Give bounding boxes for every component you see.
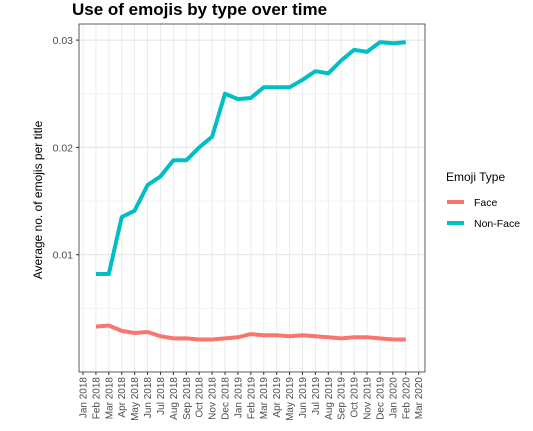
y-axis-title: Average no. of emojis per title	[31, 120, 45, 279]
x-tick-label: Mar 2018	[104, 377, 115, 420]
x-tick-label: Jun 2019	[298, 377, 309, 419]
x-tick-label: Mar 2019	[259, 377, 270, 420]
x-tick-label: Jan 2019	[233, 377, 244, 419]
plot-panel	[79, 24, 425, 372]
x-tick-label: Feb 2018	[91, 377, 102, 420]
x-tick-label: Jul 2019	[311, 377, 322, 415]
legend-title: Emoji Type	[446, 170, 505, 184]
x-tick-label: Oct 2019	[350, 377, 361, 418]
y-tick-label: 0.03	[53, 35, 74, 47]
plot-border	[78, 23, 426, 373]
legend-label: Non-Face	[474, 218, 520, 230]
y-tick-label: 0.01	[53, 250, 74, 262]
x-tick-label: May 2019	[285, 377, 296, 421]
x-tick-label: Feb 2020	[401, 377, 412, 420]
x-tick-label: Jan 2020	[388, 377, 399, 419]
x-tick-label: Apr 2018	[117, 377, 128, 418]
series-lines	[95, 40, 406, 342]
x-axis-ticks: Jan 2018 Feb 2018 Mar 2018 Apr 2018 May 2018…	[79, 372, 425, 421]
x-tick-label: Mar 2020	[414, 377, 425, 420]
chart-title: Use of emojis by type over time	[72, 0, 327, 19]
y-tick-label: 0.02	[53, 142, 74, 154]
series-line-non-face	[95, 40, 406, 276]
legend: Emoji Type Face Non-Face	[446, 170, 520, 230]
x-tick-label: Nov 2018	[208, 377, 219, 420]
x-tick-label: Aug 2019	[324, 377, 335, 420]
x-tick-label: Jan 2018	[79, 377, 90, 419]
x-tick-label: Dec 2018	[221, 377, 232, 420]
x-tick-label: Dec 2019	[375, 377, 386, 420]
x-tick-label: Sep 2019	[337, 377, 348, 420]
x-tick-label: Jul 2018	[156, 377, 167, 415]
x-tick-label: Feb 2019	[246, 377, 257, 420]
legend-items: Face Non-Face	[447, 197, 520, 230]
legend-label: Face	[474, 197, 498, 209]
grid	[78, 23, 426, 373]
series-line-face	[95, 323, 406, 342]
x-tick-label: Oct 2018	[195, 377, 206, 418]
x-tick-label: Aug 2018	[169, 377, 180, 420]
x-tick-label: Sep 2018	[182, 377, 193, 420]
y-axis-ticks: 0.01 0.02 0.03	[53, 35, 79, 262]
x-tick-label: May 2018	[130, 377, 141, 421]
x-tick-label: Apr 2019	[272, 377, 283, 418]
x-tick-label: Nov 2019	[363, 377, 374, 420]
x-tick-label: Jun 2018	[143, 377, 154, 419]
